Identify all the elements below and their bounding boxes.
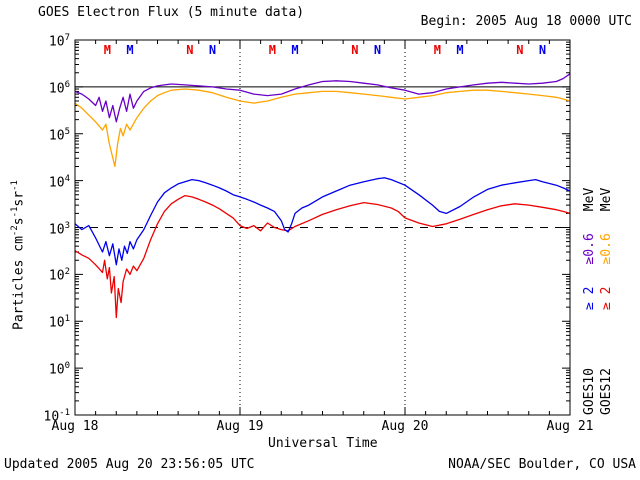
y-axis-title-part: sr [11,190,27,207]
chart-title: GOES Electron Flux (5 minute data) [38,5,305,20]
legend-goes12-ge06: ≥0.6 [599,233,614,265]
x-tick-label: Aug 20 [381,419,429,434]
y-axis-title-part: Particles cm [11,236,27,330]
y-tick-label: 107 [48,33,70,50]
y-tick-label: 101 [48,314,70,331]
y-axis-title-sup: -2 [10,225,20,237]
series-orange [74,88,571,168]
x-tick-label: Aug 19 [216,419,264,434]
satellite-local-time-marker: M [126,43,133,57]
updated-timestamp: Updated 2005 Aug 20 23:56:05 UTC [4,457,255,472]
y-axis-title-sup: -1 [10,206,20,218]
legend-goes10-label: GOES10 [582,368,597,415]
plot-frame [74,39,571,416]
satellite-local-time-marker: N [539,43,546,57]
y-axis-title-sup: -1 [10,180,20,191]
satellite-local-time-marker: N [516,43,523,57]
y-tick-label: 106 [48,79,70,97]
legend-goes10-unit: MeV [582,187,597,212]
satellite-local-time-marker: M [456,43,463,57]
satellite-local-time-marker: N [186,43,193,57]
x-axis-title: Universal Time [268,436,378,451]
y-tick-label: 105 [48,126,70,144]
y-axis-title: Particles cm-2s-1sr-1 [8,180,26,330]
legend-goes12-unit: MeV [599,187,614,212]
legend-goes10-energies: ≥ 2 ≥0.6 MeV [582,187,597,310]
legend-goes12-ge2: ≥ 2 [599,286,614,310]
satellite-local-time-marker: N [374,43,381,57]
satellite-local-time-marker: M [104,43,111,57]
satellite-local-time-marker: M [291,43,298,57]
y-axis-title-part: s [11,217,27,226]
series-blue [74,177,571,266]
legend-goes10-ge2: ≥ 2 [582,286,597,310]
series-red [74,194,571,319]
credit-text: NOAA/SEC Boulder, CO USA [448,457,636,472]
y-tick-label: 10-1 [43,408,71,425]
satellite-local-time-marker: N [351,43,358,57]
satellite-local-time-marker: M [269,43,276,57]
legend-goes10-ge06: ≥0.6 [582,233,597,265]
y-tick-label: 100 [48,361,70,378]
legend-goes12-label: GOES12 [599,368,614,415]
legend-goes12-energies: ≥ 2 ≥0.6 MeV [599,187,614,310]
satellite-local-time-marker: M [434,43,441,57]
y-tick-label: 102 [48,267,70,284]
begin-timestamp: Begin: 2005 Aug 18 0000 UTC [420,14,632,29]
satellite-local-time-marker: N [209,43,216,57]
y-tick-label: 103 [48,220,70,237]
y-tick-label: 104 [48,173,70,190]
series-purple [74,73,571,123]
x-tick-label: Aug 18 [51,419,99,434]
x-tick-label: Aug 21 [546,419,594,434]
